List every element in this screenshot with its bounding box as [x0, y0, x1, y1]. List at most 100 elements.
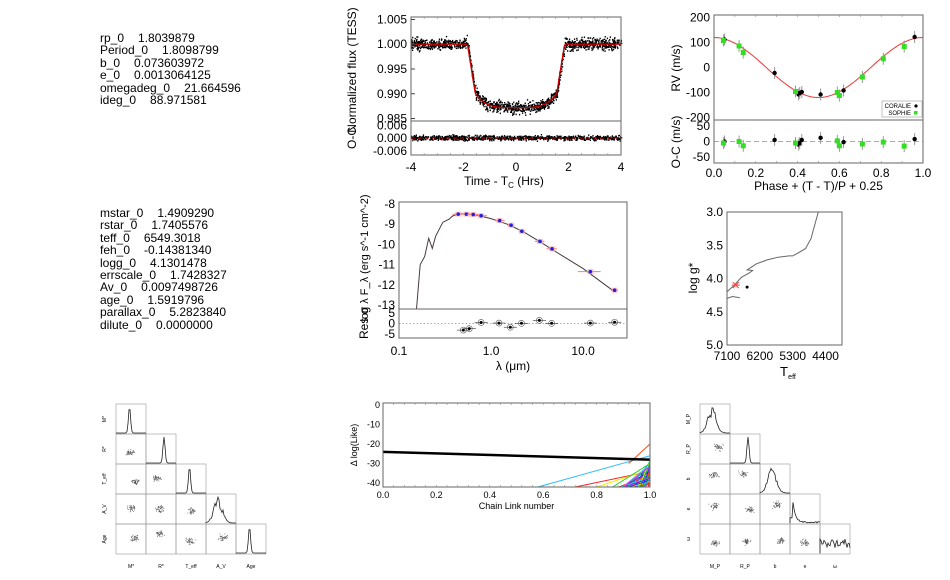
rv-point-sophie — [720, 38, 726, 43]
sed-resid-ring — [465, 325, 473, 332]
rv-point-coralie — [772, 70, 777, 76]
rv-legend-box — [881, 100, 923, 118]
corner-ylabel: e — [686, 507, 692, 510]
corner-xlabel: ω — [833, 564, 837, 570]
sed-resid-ytick-label: -5 — [384, 327, 395, 341]
param-value: 1.5919796 — [147, 292, 205, 307]
corner-xlabel: T_eff — [185, 564, 197, 570]
corner-scatter-points — [714, 443, 724, 452]
corner-panel — [235, 523, 267, 555]
corner-scatter-points — [155, 505, 165, 513]
corner-panel — [145, 433, 177, 465]
param-row: parallax_0 5.2823840 — [100, 306, 227, 318]
rv-point-sophie — [740, 50, 746, 55]
rv-point-sophie — [880, 56, 886, 62]
corner-scatter-points — [742, 538, 752, 546]
sed-point — [612, 288, 617, 293]
corner-panel — [699, 403, 731, 435]
corner-scatter-points — [772, 500, 782, 509]
rv-point-sophie — [859, 74, 865, 80]
chain-plot-frame — [382, 402, 651, 488]
transit-resid-ytick-label: 0.000 — [377, 131, 407, 145]
chain-ytick-label: -40 — [367, 478, 380, 488]
chain-line — [622, 464, 651, 488]
corner-ylabel: A_V — [102, 504, 108, 514]
param-value: -0.14381340 — [144, 243, 212, 258]
chain-best-line — [382, 450, 651, 461]
chain-xtick-label: 0.2 — [430, 490, 443, 500]
chain-xtick-label: 0.4 — [484, 490, 497, 500]
param-value: 1.8039879 — [138, 31, 195, 45]
param-name: rstar_0 — [100, 218, 138, 233]
param-name: rp_0 — [100, 31, 125, 45]
param-row: teff_0 6549.3018 — [100, 232, 227, 244]
transit-ytick-label: 0.990 — [377, 87, 407, 101]
corner-histogram — [236, 529, 266, 554]
rv-ylabel: RV (m/s) — [669, 44, 683, 91]
chain-line — [642, 466, 651, 488]
sed-residual-frame — [398, 308, 628, 339]
corner-panel — [759, 523, 791, 555]
corner-histogram — [730, 436, 760, 464]
sed-resid-ring — [536, 317, 543, 324]
transit-resid-ylabel: O-C — [345, 127, 359, 149]
sed-resid-ring — [587, 319, 594, 327]
rv-xtick-label: 0.4 — [789, 166, 806, 180]
param-name: Period_0 — [100, 43, 149, 58]
corner-panel — [729, 463, 761, 495]
rv-ytick-label: 0 — [703, 61, 710, 75]
chain-xtick-label: 1.0 — [644, 490, 657, 500]
hr-xlabel-sub: eff — [788, 374, 796, 381]
corner-panel — [789, 523, 821, 555]
param-row: omegadeg_0 21.664596 — [100, 81, 241, 94]
hr-xtick-label: 6200 — [747, 349, 774, 363]
sed-resid-point — [519, 321, 523, 325]
rv-resid-point-coralie — [818, 135, 823, 141]
corner-scatter-points — [127, 505, 136, 513]
corner-scatter-points — [708, 502, 720, 511]
chain-ytick-label: 0 — [375, 400, 380, 410]
rv-resid-point-sophie — [859, 141, 865, 147]
hr-xlabel: T — [780, 364, 788, 379]
corner-histogram — [699, 407, 730, 434]
corner-scatter-points — [187, 507, 196, 515]
chain-line — [596, 468, 651, 488]
param-value: 0.073603972 — [134, 55, 205, 70]
sed-point — [456, 212, 461, 216]
corner-xlabel: R* — [158, 564, 164, 570]
rv-xtick-label: 0.8 — [873, 166, 890, 180]
rv-point-coralie — [912, 34, 917, 40]
hr-model-point — [745, 285, 749, 289]
transit-xtick-label: 0 — [513, 160, 520, 174]
rv-xtick-label: 0.2 — [747, 166, 764, 180]
chain-xtick-label: 0.6 — [537, 490, 550, 500]
chain-line — [642, 473, 651, 488]
rv-resid-point-sophie — [836, 143, 842, 149]
stellar-parameters: mstar_0 1.4909290 rstar_0 1.7405576 teff_0 65… — [100, 207, 227, 331]
rv-resid-ylabel: O-C (m/s) — [669, 116, 683, 169]
corner-panel — [205, 523, 237, 555]
rv-xtick-label: 0.0 — [706, 166, 723, 180]
sed-resid-point — [588, 321, 592, 325]
sed-resid-ring — [477, 319, 485, 326]
rv-resid-point-sophie — [720, 140, 726, 146]
sed-resid-point — [461, 328, 465, 332]
sed-ytick-label: -12 — [378, 278, 396, 292]
corner-panel — [819, 523, 851, 555]
sed-ytick-label: -8 — [384, 197, 395, 211]
hr-xtick-label: 4400 — [812, 349, 839, 363]
param-row: rstar_0 1.7405576 — [100, 219, 227, 231]
corner-ylabel: M_P — [686, 413, 692, 424]
sed-xtick-label: 10.0 — [571, 344, 595, 358]
corner-scatter-points — [217, 533, 228, 541]
rv-point-sophie — [736, 43, 742, 49]
corner-panel — [729, 433, 761, 465]
param-name: b_0 — [100, 55, 121, 70]
chain-ylabel: Δ log(Like) — [349, 424, 359, 467]
rv-legend-coralie-marker — [914, 104, 918, 108]
param-name: e_0 — [100, 68, 121, 83]
chain-line — [612, 463, 651, 488]
rv-resid-ytick-label: 50 — [697, 119, 711, 133]
corner-ylabel: R_P — [686, 443, 692, 453]
sed-point — [497, 218, 502, 223]
